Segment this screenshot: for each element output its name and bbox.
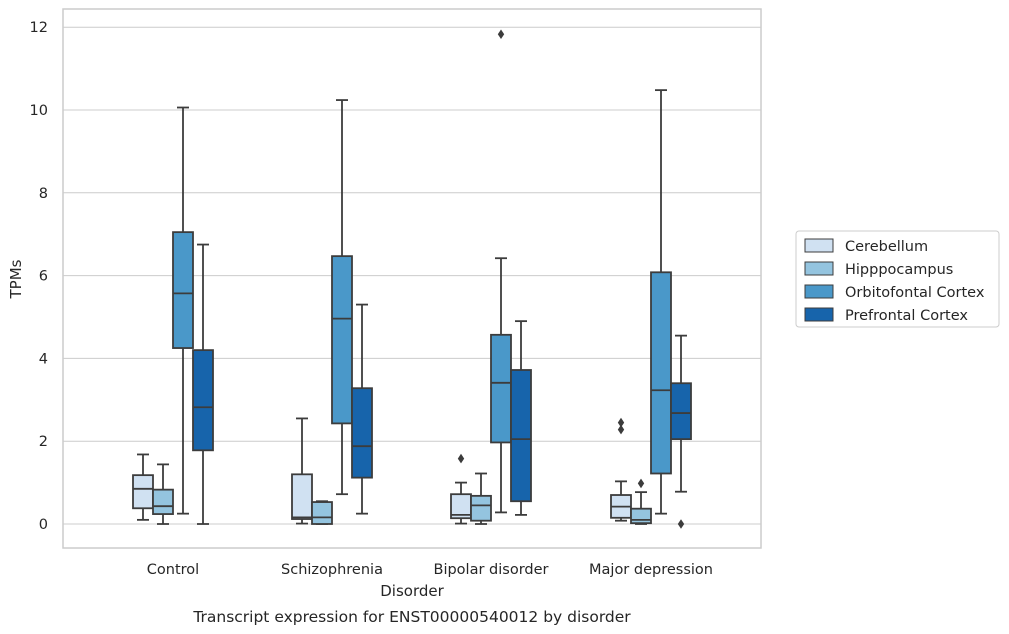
outlier-point [617, 424, 625, 435]
box-iqr [192, 349, 214, 452]
legend-frame [795, 230, 1000, 328]
legend-swatch [804, 307, 834, 322]
box-group [670, 334, 692, 529]
box-iqr [331, 255, 353, 425]
outlier-point [457, 453, 465, 464]
x-tick-label: Control [147, 562, 199, 578]
box-group [470, 472, 492, 525]
box-layer [132, 29, 692, 529]
box-group [450, 453, 472, 525]
box-iqr [172, 231, 194, 349]
box-group [152, 463, 174, 525]
outlier-point [617, 417, 625, 428]
legend-swatch [804, 284, 834, 299]
figure-caption: Transcript expression for ENST0000054001… [192, 608, 631, 626]
box-group [132, 453, 154, 521]
legend-label: Cerebellum [845, 239, 928, 255]
outlier-point [497, 29, 505, 40]
box-iqr [351, 387, 373, 479]
box-group [510, 320, 532, 516]
outlier-point [677, 519, 685, 529]
y-tick-label: 10 [30, 103, 48, 119]
box-group [172, 106, 194, 515]
x-axis-label: Disorder [380, 582, 444, 600]
box-iqr [311, 501, 333, 525]
box-group [291, 417, 313, 525]
box-iqr [670, 382, 692, 441]
legend-label: Orbitofontal Cortex [845, 285, 985, 301]
outlier-point [637, 478, 645, 489]
box-group [630, 478, 652, 525]
box-iqr [132, 474, 154, 510]
legend-swatch [804, 261, 834, 276]
box-iqr [490, 333, 512, 444]
box-iqr [291, 473, 313, 520]
axis-layer: 0 2 4 6 8 10 12 Control Schizophrenia Bipolar dis… [30, 8, 762, 578]
y-tick-label: 12 [30, 20, 48, 36]
box-group [610, 417, 632, 522]
box-iqr [650, 271, 672, 475]
box-group [331, 99, 353, 496]
y-tick-label: 2 [39, 434, 48, 450]
box-iqr [470, 494, 492, 522]
plot-frame [62, 8, 762, 549]
box-group [351, 303, 373, 515]
legend-swatch [804, 238, 834, 253]
box-group [490, 29, 512, 514]
y-tick-label: 4 [39, 351, 48, 367]
y-tick-label: 6 [39, 269, 48, 285]
x-tick-label: Major depression [589, 562, 713, 578]
box-group [311, 500, 333, 525]
x-tick-label: Schizophrenia [281, 562, 383, 578]
legend-label: Hipppocampus [845, 262, 953, 278]
box-iqr [630, 507, 652, 525]
box-iqr [152, 488, 174, 515]
y-tick-label: 8 [39, 186, 48, 202]
legend: Cerebellum Hipppocampus Orbitofontal Corte… [795, 230, 1000, 328]
x-tick-label: Bipolar disorder [434, 562, 549, 578]
y-axis-label: TPMs [7, 259, 25, 299]
box-iqr [510, 369, 532, 503]
y-tick-label: 0 [39, 517, 48, 533]
box-group [650, 89, 672, 515]
box-group [192, 243, 214, 525]
legend-label: Prefrontal Cortex [845, 308, 968, 324]
